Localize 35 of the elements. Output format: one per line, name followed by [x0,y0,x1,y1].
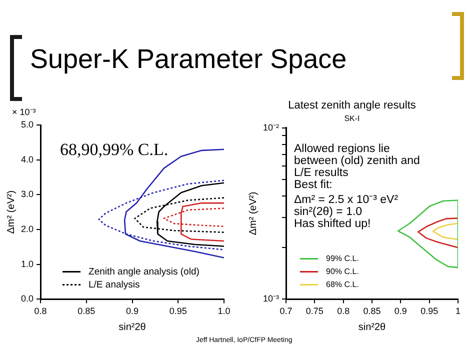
y-tick-label: 0.0 [20,294,34,304]
x-axis-title: sin²2θ [358,322,386,333]
chart-title: Latest zenith angle results [288,100,416,112]
y-tick-label: 5.0 [20,119,34,130]
chart-subtitle: SK-I [344,114,360,124]
y-tick-label: 1.0 [20,258,34,269]
x-tick-label: 0.85 [363,306,381,316]
x-tick-label: 0.95 [169,306,187,316]
x-tick-label: 0.9 [394,306,407,316]
y-tick-label: 4.0 [20,154,34,164]
x-tick-label: 0.8 [337,306,350,316]
y-axis-title: Δm² (eV²) [248,192,259,236]
x-tick-label: 0.8 [34,306,47,316]
x-tick-label: 0.75 [306,306,324,316]
x-tick-label: 0.95 [420,306,438,316]
chart-title: Super-K Parameter Space [30,44,347,75]
x-axis-title: sin²2θ [118,322,146,333]
x-tick-label: 0.9 [126,306,139,316]
y-tick-label: 10⁻³ [262,294,280,304]
x-tick-label: 1.0 [218,306,230,316]
legend-label: Zenith angle analysis (old) [88,266,200,278]
x-tick-label: 1 [455,306,461,316]
y-tick-label: 2.0 [20,224,34,234]
legend-label: 68% C.L. [326,280,359,289]
y-tick-label: 3.0 [20,189,34,200]
legend-label: 99% C.L. [326,254,359,263]
legend-label: L/E analysis [88,279,140,290]
annotation: 68,90,99% C.L. [60,140,168,160]
y-tick-label: 10⁻² [262,122,280,132]
annotation: Allowed regions lie between (old) zenith and L/E results Best fit: Δm² = 2.5 x 10⁻³ eV² sin²(2θ) = 1.0 Has shifted up! [294,143,420,230]
text: × 10⁻³ [12,106,36,118]
x-tick-label: 0.7 [280,306,292,316]
legend-label: 90% C.L. [326,266,359,276]
y-axis-title: Δm² (eV²) [6,190,17,234]
x-tick-label: 0.85 [78,306,96,316]
